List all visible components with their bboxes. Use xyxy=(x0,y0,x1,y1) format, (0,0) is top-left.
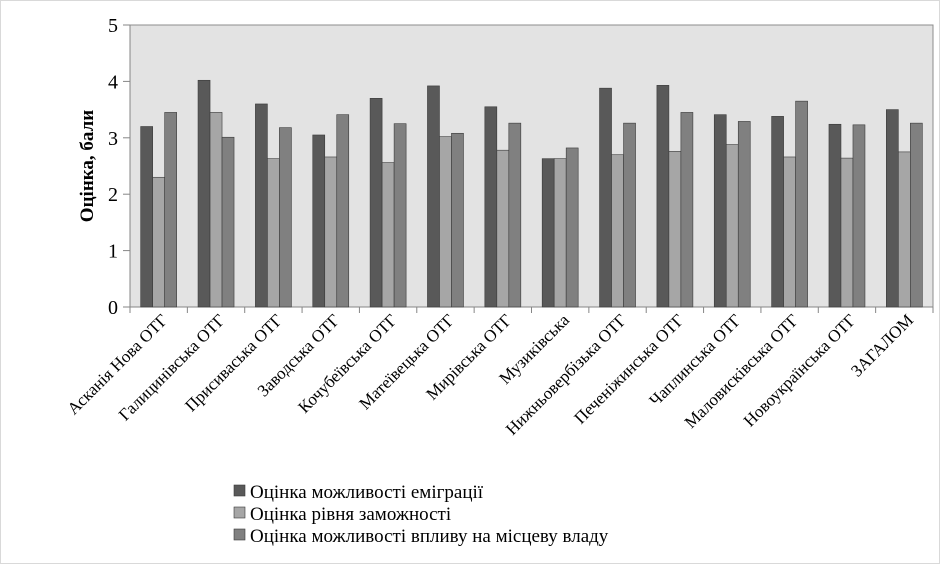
bar xyxy=(553,158,567,308)
bar xyxy=(795,100,808,308)
legend-label: Оцінка можливості еміграції xyxy=(250,482,484,503)
bar xyxy=(451,132,464,308)
bar xyxy=(599,87,612,308)
x-category-label: Галицинівська ОТГ xyxy=(115,310,229,424)
bar xyxy=(910,122,923,308)
y-tick-label: 2 xyxy=(108,184,118,206)
legend-swatch xyxy=(233,506,246,519)
bar xyxy=(898,151,911,308)
y-tick-label: 5 xyxy=(108,15,118,37)
bar xyxy=(828,123,842,308)
bar xyxy=(611,154,624,308)
bar xyxy=(324,156,338,308)
bar xyxy=(279,127,292,308)
legend-label: Оцінка рівня заможності xyxy=(250,504,451,525)
bar xyxy=(886,109,899,308)
bar xyxy=(680,112,694,308)
legend-label: Оцінка можливості впливу на місцеву влад… xyxy=(250,526,609,547)
plot-area xyxy=(129,24,934,308)
bar xyxy=(197,79,211,308)
bar xyxy=(164,112,177,308)
x-category-label: ЗАГАЛОМ xyxy=(847,310,917,380)
bar xyxy=(336,114,350,308)
bar xyxy=(140,126,153,308)
bar xyxy=(393,123,407,308)
bar xyxy=(565,147,579,308)
bar xyxy=(267,158,280,308)
bar xyxy=(508,122,522,308)
bar xyxy=(221,136,235,308)
bar xyxy=(381,162,395,308)
bar xyxy=(209,112,223,308)
bar xyxy=(312,134,326,308)
x-category-label: Печеніжинська ОТГ xyxy=(570,310,687,427)
bar xyxy=(840,157,854,308)
x-category-label: Присиваська ОТГ xyxy=(181,310,286,415)
bar xyxy=(496,149,510,308)
bar xyxy=(656,85,670,308)
bar xyxy=(623,122,636,308)
bar xyxy=(737,121,751,308)
bar xyxy=(541,158,555,308)
y-tick-label: 1 xyxy=(108,241,118,263)
bar xyxy=(152,176,165,308)
bar xyxy=(713,114,727,308)
bar xyxy=(852,124,866,308)
bar xyxy=(771,116,784,308)
y-tick-label: 4 xyxy=(108,71,118,93)
bar xyxy=(427,85,440,308)
bar xyxy=(255,103,268,308)
y-tick-label: 0 xyxy=(108,297,118,319)
bar xyxy=(725,144,739,308)
legend-swatch xyxy=(233,528,246,541)
x-category-label: Новоукраїнська ОТГ xyxy=(740,310,860,430)
y-tick-label: 3 xyxy=(108,128,118,150)
legend-swatch xyxy=(233,484,246,497)
y-axis-title: Оцінка, бали xyxy=(77,110,98,222)
bar xyxy=(439,136,452,308)
bar xyxy=(484,106,498,308)
bar xyxy=(668,151,682,308)
bar xyxy=(783,156,796,308)
bar xyxy=(369,98,383,308)
x-category-label: Кочубеївська ОТГ xyxy=(294,310,401,417)
x-category-label: Асканія Нова ОТГ xyxy=(64,310,172,418)
